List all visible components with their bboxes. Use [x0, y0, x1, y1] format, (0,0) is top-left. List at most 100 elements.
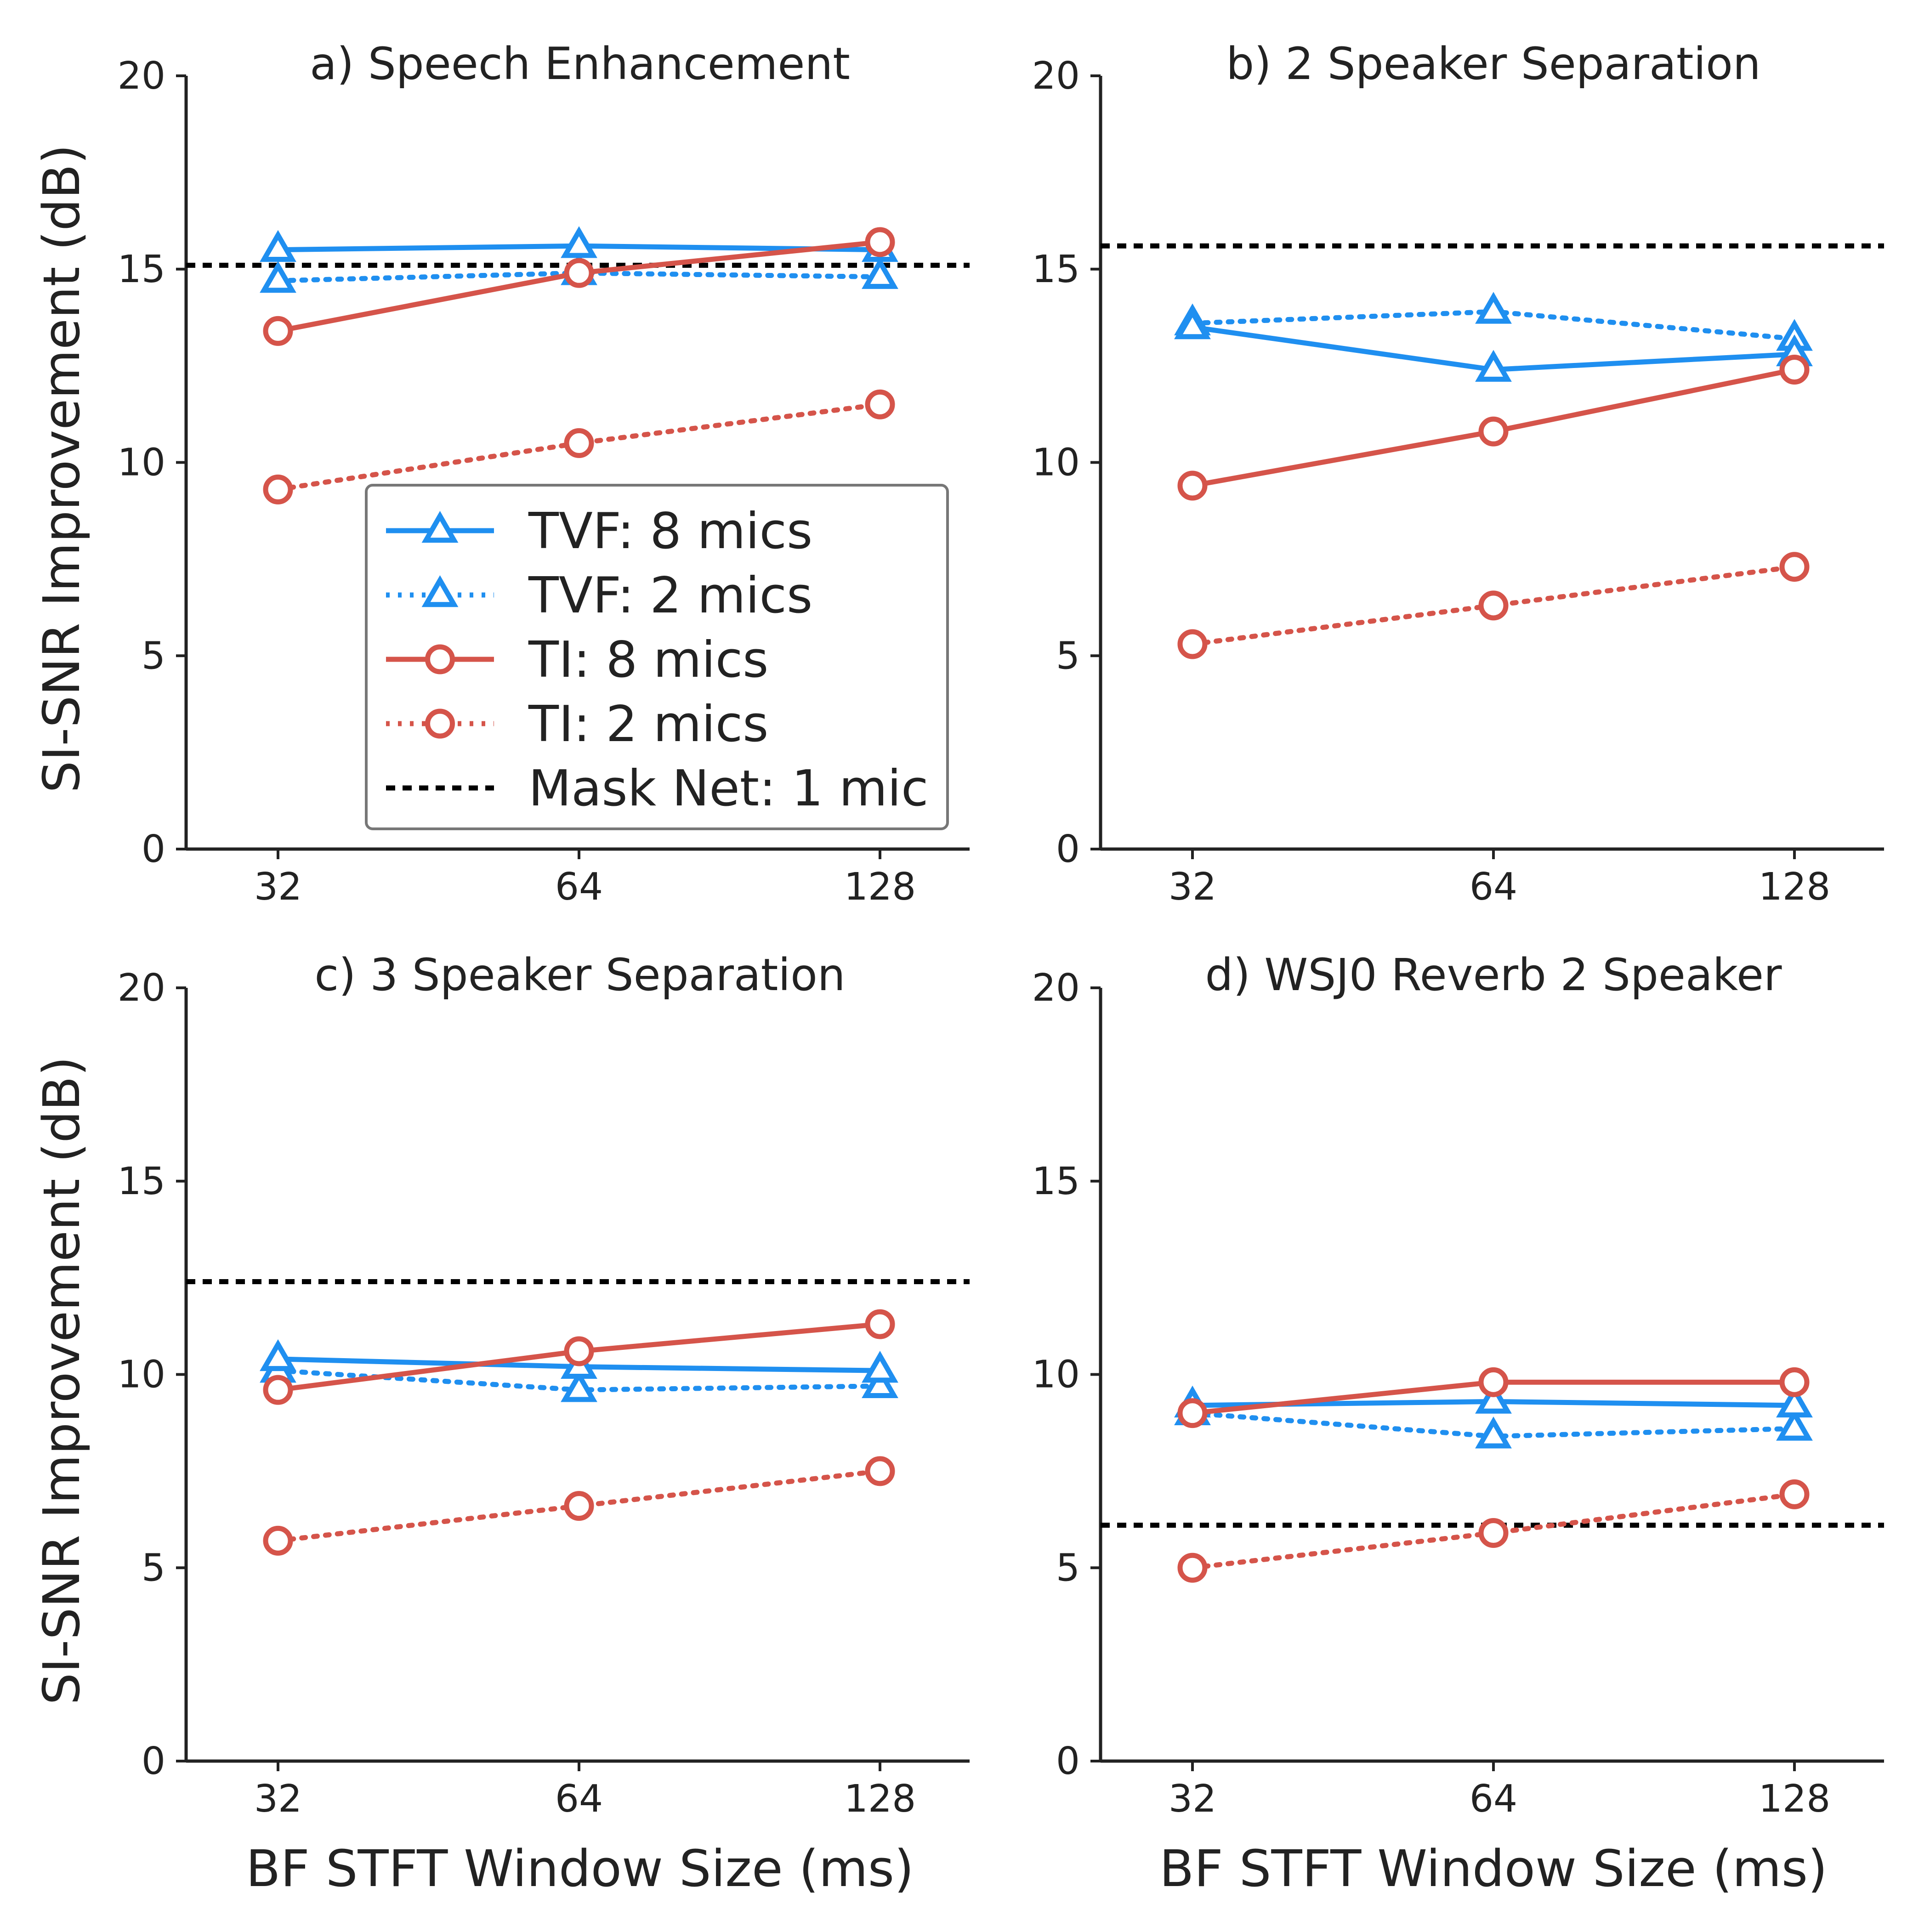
marker-circle — [1478, 590, 1509, 621]
panel-b: b) 2 Speaker Separation 0 5 10 15 20 32 64 128 — [1032, 38, 1884, 909]
y-tick-label: 20 — [118, 54, 165, 98]
marker-circle — [263, 316, 293, 346]
y-tick-label: 20 — [118, 966, 165, 1010]
x-tick-label: 32 — [254, 1777, 302, 1821]
y-tick-label: 15 — [118, 1160, 165, 1203]
marker-circle — [425, 644, 455, 674]
marker-triangle — [260, 261, 296, 293]
marker-circle — [263, 1375, 293, 1405]
marker-circle — [1779, 1479, 1810, 1509]
marker-triangle — [1475, 350, 1512, 382]
marker-triangle — [561, 1370, 597, 1402]
marker-circle — [865, 1309, 895, 1339]
marker-circle — [1177, 470, 1208, 501]
y-tick-label: 10 — [1032, 441, 1080, 485]
marker-triangle — [421, 510, 459, 543]
marker-circle — [1177, 1552, 1208, 1583]
x-tick-label: 128 — [844, 865, 916, 909]
marker-circle — [564, 1491, 594, 1521]
legend: TVF: 8 mics TVF: 2 mics TI: 8 mics TI: 2 mi… — [365, 484, 949, 830]
panel-marks: 0 5 10 15 20 32 64 128 — [1032, 54, 1884, 909]
panel-title: a) Speech Enhancement — [310, 38, 850, 90]
x-tick-label: 128 — [1759, 1777, 1831, 1821]
y-tick-label: 20 — [1032, 54, 1080, 98]
x-tick-label: 32 — [254, 865, 302, 909]
y-tick-label: 5 — [1056, 1546, 1080, 1590]
y-axis-label-bottom: SI-SNR Improvement (dB) — [32, 1056, 91, 1705]
marker-triangle — [1475, 292, 1512, 324]
x-tick-label: 64 — [1470, 1777, 1517, 1821]
marker-circle — [1779, 552, 1810, 582]
marker-circle — [564, 428, 594, 458]
marker-triangle — [561, 226, 597, 258]
panel-d: d) WSJ0 Reverb 2 Speaker 0 5 10 15 20 32 64 128 — [1032, 949, 1884, 1821]
y-tick-label: 5 — [142, 634, 165, 678]
marker-circle — [1177, 1398, 1208, 1428]
y-tick-label: 10 — [118, 1353, 165, 1397]
marker-circle — [564, 1336, 594, 1366]
y-tick-label: 20 — [1032, 966, 1080, 1010]
y-tick-label: 5 — [1056, 634, 1080, 678]
y-tick-label: 0 — [142, 1739, 165, 1783]
marker-circle — [1177, 629, 1208, 659]
x-tick-label: 128 — [1759, 865, 1831, 909]
y-tick-label: 0 — [1056, 827, 1080, 871]
marker-triangle — [1174, 307, 1211, 340]
y-tick-label: 10 — [118, 441, 165, 485]
panel-marks: 0 5 10 15 20 32 64 128 — [118, 54, 970, 909]
marker-triangle — [862, 1351, 898, 1383]
marker-circle — [1478, 416, 1509, 447]
marker-circle — [865, 1456, 895, 1486]
marker-circle — [1478, 1367, 1509, 1397]
legend-label: TI: 8 mics — [528, 631, 768, 689]
marker-triangle — [1475, 1382, 1512, 1414]
x-tick-label: 64 — [1470, 865, 1517, 909]
panel-marks: 0 5 10 15 20 32 64 128 — [118, 966, 970, 1821]
x-tick-label: 32 — [1169, 865, 1216, 909]
marker-circle — [1779, 1367, 1810, 1397]
marker-triangle — [1776, 1409, 1813, 1441]
panel-a: a) Speech Enhancement 0 5 10 15 20 32 64 128 — [118, 38, 970, 909]
y-tick-label: 10 — [1032, 1353, 1080, 1397]
panel-title: b) 2 Speaker Separation — [1226, 38, 1760, 90]
marker-circle — [425, 708, 455, 739]
panel-marks: 0 5 10 15 20 32 64 128 — [1032, 966, 1884, 1821]
legend-label: TVF: 8 mics — [528, 503, 812, 560]
marker-triangle — [1776, 1385, 1813, 1418]
legend-label: TVF: 2 mics — [528, 567, 812, 624]
marker-triangle — [260, 230, 296, 262]
panel-title: c) 3 Speaker Separation — [314, 949, 845, 1001]
y-axis-label-top: SI-SNR Improvement (dB) — [32, 144, 91, 793]
legend-entries: TVF: 8 mics TVF: 2 mics TI: 8 mics TI: 2 mi… — [386, 503, 928, 817]
x-tick-label: 64 — [555, 865, 603, 909]
panel-c: c) 3 Speaker Separation 0 5 10 15 20 32 64 128 — [118, 949, 970, 1821]
x-tick-label: 128 — [844, 1777, 916, 1821]
marker-triangle — [862, 257, 898, 289]
marker-circle — [564, 258, 594, 288]
marker-triangle — [260, 1339, 296, 1371]
marker-circle — [1478, 1518, 1509, 1548]
y-tick-label: 15 — [118, 248, 165, 291]
marker-circle — [865, 389, 895, 419]
y-tick-label: 5 — [142, 1546, 165, 1590]
x-axis-label-left: BF STFT Window Size (ms) — [246, 1839, 914, 1898]
x-tick-label: 64 — [555, 1777, 603, 1821]
y-tick-label: 15 — [1032, 248, 1080, 291]
x-tick-label: 32 — [1169, 1777, 1216, 1821]
panel-title: d) WSJ0 Reverb 2 Speaker — [1205, 949, 1782, 1001]
legend-label: TI: 2 mics — [528, 696, 768, 753]
marker-circle — [1779, 355, 1810, 385]
marker-triangle — [1475, 1416, 1512, 1449]
y-tick-label: 0 — [142, 827, 165, 871]
marker-circle — [263, 474, 293, 504]
marker-triangle — [421, 575, 459, 607]
marker-triangle — [862, 1366, 898, 1399]
y-tick-label: 0 — [1056, 1739, 1080, 1783]
x-axis-label-right: BF STFT Window Size (ms) — [1159, 1839, 1828, 1898]
marker-circle — [865, 227, 895, 257]
legend-label: Mask Net: 1 mic — [528, 760, 928, 817]
legend-frame — [365, 484, 949, 830]
y-tick-label: 15 — [1032, 1160, 1080, 1203]
